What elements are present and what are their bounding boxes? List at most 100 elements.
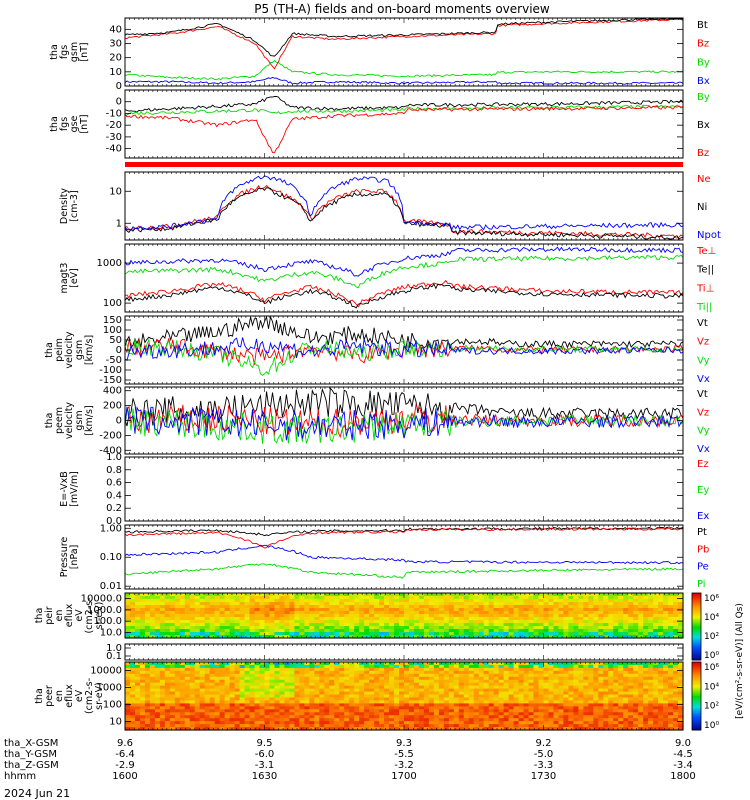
heatmap-cell [528, 623, 535, 627]
heatmap-cell [214, 617, 221, 621]
heatmap-cell [628, 623, 634, 627]
heatmap-cell [309, 676, 315, 681]
heatmap-cell [224, 715, 231, 719]
heatmap-cell [264, 718, 271, 722]
heatmap-cell [379, 605, 385, 609]
heatmap-cell [359, 614, 365, 618]
heatmap-cell [394, 635, 400, 639]
heatmap-cell [204, 709, 211, 713]
heatmap-cell [678, 629, 684, 633]
heatmap-cell [304, 679, 310, 684]
heatmap-cell [428, 614, 435, 618]
heatmap-cell [384, 605, 390, 609]
heatmap-cell [583, 629, 589, 633]
heatmap-cell [374, 593, 380, 597]
heatmap-cell [164, 700, 171, 704]
heatmap-cell [244, 706, 251, 710]
heatmap-cell [448, 602, 455, 606]
heatmap-cell [254, 662, 261, 666]
heatmap-cell [139, 694, 146, 699]
heatmap-cell [239, 700, 246, 704]
heatmap-cell [249, 611, 256, 615]
heatmap-cell [204, 685, 211, 690]
heatmap-cell [413, 614, 420, 618]
heatmap-cell [239, 718, 246, 722]
heatmap-cell [154, 703, 161, 707]
heatmap-cell [229, 721, 236, 725]
heatmap-cell [289, 667, 295, 672]
heatmap-cell [254, 611, 261, 615]
heatmap-cell [663, 620, 669, 624]
heatmap-cell [184, 596, 191, 600]
heatmap-cell [608, 599, 614, 603]
heatmap-cell [404, 635, 410, 639]
heatmap-cell [583, 620, 589, 624]
heatmap-cell [159, 617, 166, 621]
heatmap-cell [299, 593, 305, 597]
heatmap-cell [329, 602, 335, 606]
heatmap-cell [194, 691, 201, 696]
heatmap-cell [583, 608, 589, 612]
heatmap-cell [314, 703, 320, 707]
heatmap-cell [274, 626, 281, 630]
heatmap-cell [125, 682, 131, 687]
heatmap-cell [189, 700, 196, 704]
heatmap-cell [543, 593, 550, 597]
heatmap-cell [319, 617, 325, 621]
heatmap-cell [284, 617, 291, 621]
heatmap-cell [394, 608, 400, 612]
heatmap-cell [433, 605, 440, 609]
heatmap-cell [598, 596, 604, 600]
heatmap-cell [408, 605, 415, 609]
heatmap-cell [638, 602, 644, 606]
heatmap-cell [144, 703, 151, 707]
heatmap-cell [259, 706, 266, 710]
heatmap-cell [149, 602, 156, 606]
heatmap-cell [463, 617, 470, 621]
heatmap-cell [159, 724, 166, 728]
p4-frame [124, 171, 684, 241]
heatmap-cell [598, 620, 604, 624]
heatmap-cell [344, 632, 350, 636]
heatmap-cell [418, 620, 425, 624]
heatmap-cell [314, 593, 320, 597]
heatmap-cell [194, 700, 201, 704]
heatmap-cell [568, 605, 574, 609]
heatmap-cell [319, 676, 325, 681]
heatmap-cell [209, 664, 216, 669]
y-axis-label: Density [59, 188, 70, 224]
series-Ti||-line [124, 246, 684, 277]
heatmap-cell [259, 715, 266, 719]
heatmap-cell [254, 706, 261, 710]
heatmap-cell [643, 614, 649, 618]
heatmap-cell [314, 623, 320, 627]
heatmap-cell [663, 626, 669, 630]
heatmap-cell [199, 694, 206, 699]
y-tick-label: 0.8 [106, 465, 122, 476]
heatmap-cell [149, 700, 156, 704]
heatmap-cell [149, 688, 156, 693]
heatmap-cell [653, 605, 659, 609]
y-axis-label: E=-VxB [59, 471, 70, 506]
heatmap-cell [204, 667, 211, 672]
heatmap-cell [568, 608, 574, 612]
heatmap-cell [139, 712, 146, 716]
heatmap-cell [214, 694, 221, 699]
heatmap-cell [129, 664, 136, 669]
heatmap-cell [184, 635, 191, 639]
p8-frame [124, 456, 684, 522]
heatmap-cell [309, 724, 315, 728]
heatmap-cell [239, 697, 246, 702]
heatmap-cell [239, 605, 246, 609]
heatmap-cell [184, 599, 191, 603]
heatmap-cell [314, 626, 320, 630]
heatmap-cell [134, 691, 141, 696]
y-axis-label: [km/s] [84, 405, 95, 435]
heatmap-cell [603, 635, 609, 639]
heatmap-cell [369, 629, 375, 633]
heatmap-cell [159, 691, 166, 696]
heatmap-cell [633, 629, 639, 633]
heatmap-cell [423, 623, 430, 627]
heatmap-cell [194, 697, 201, 702]
heatmap-cell [149, 709, 156, 713]
